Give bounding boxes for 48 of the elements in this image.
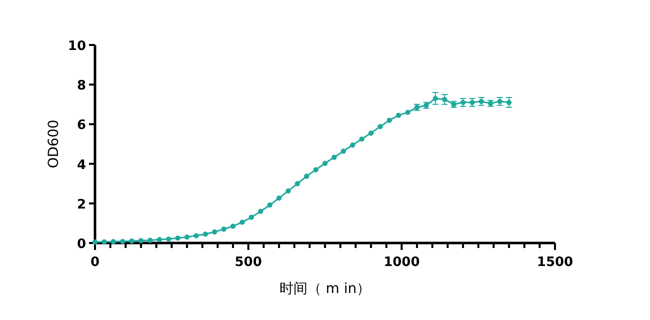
point [240, 220, 245, 225]
x-tick-label: 1500 [536, 255, 574, 270]
point [332, 154, 337, 160]
point [184, 234, 190, 240]
point [156, 237, 162, 242]
x-axis-title: 时间（ m in） [279, 281, 371, 297]
point [129, 238, 134, 244]
point [102, 239, 107, 244]
point [212, 229, 218, 235]
point [286, 188, 291, 194]
point [432, 96, 438, 102]
point [221, 226, 226, 232]
point [120, 238, 126, 244]
point [359, 136, 364, 142]
y-tick-label: 8 [76, 78, 86, 94]
point [368, 130, 374, 136]
point [166, 236, 172, 242]
point [386, 118, 392, 123]
point [148, 238, 153, 243]
point [92, 239, 98, 245]
point [175, 235, 180, 241]
point [202, 231, 208, 237]
y-tick-label: 6 [76, 118, 86, 134]
point [110, 239, 116, 244]
y-tick-label: 10 [68, 39, 86, 54]
point [248, 214, 254, 220]
y-tick-label: 2 [76, 197, 86, 212]
y-tick-label: 0 [76, 237, 86, 252]
point [322, 160, 328, 166]
x-tick-label: 500 [234, 255, 262, 270]
point [396, 112, 402, 118]
point [276, 195, 282, 201]
y-axis-title: OD600 [46, 120, 62, 168]
point [350, 142, 356, 148]
x-tick-label: 0 [90, 255, 100, 270]
point [378, 124, 383, 130]
point [340, 148, 346, 154]
point [313, 167, 318, 172]
y-tick-label: 4 [76, 158, 86, 173]
point [267, 202, 272, 208]
point [230, 224, 236, 229]
point [138, 238, 144, 244]
point [405, 110, 410, 115]
point [294, 181, 300, 186]
point [258, 208, 264, 214]
point [304, 174, 310, 179]
x-tick-label: 1000 [384, 255, 420, 270]
point [194, 233, 199, 238]
